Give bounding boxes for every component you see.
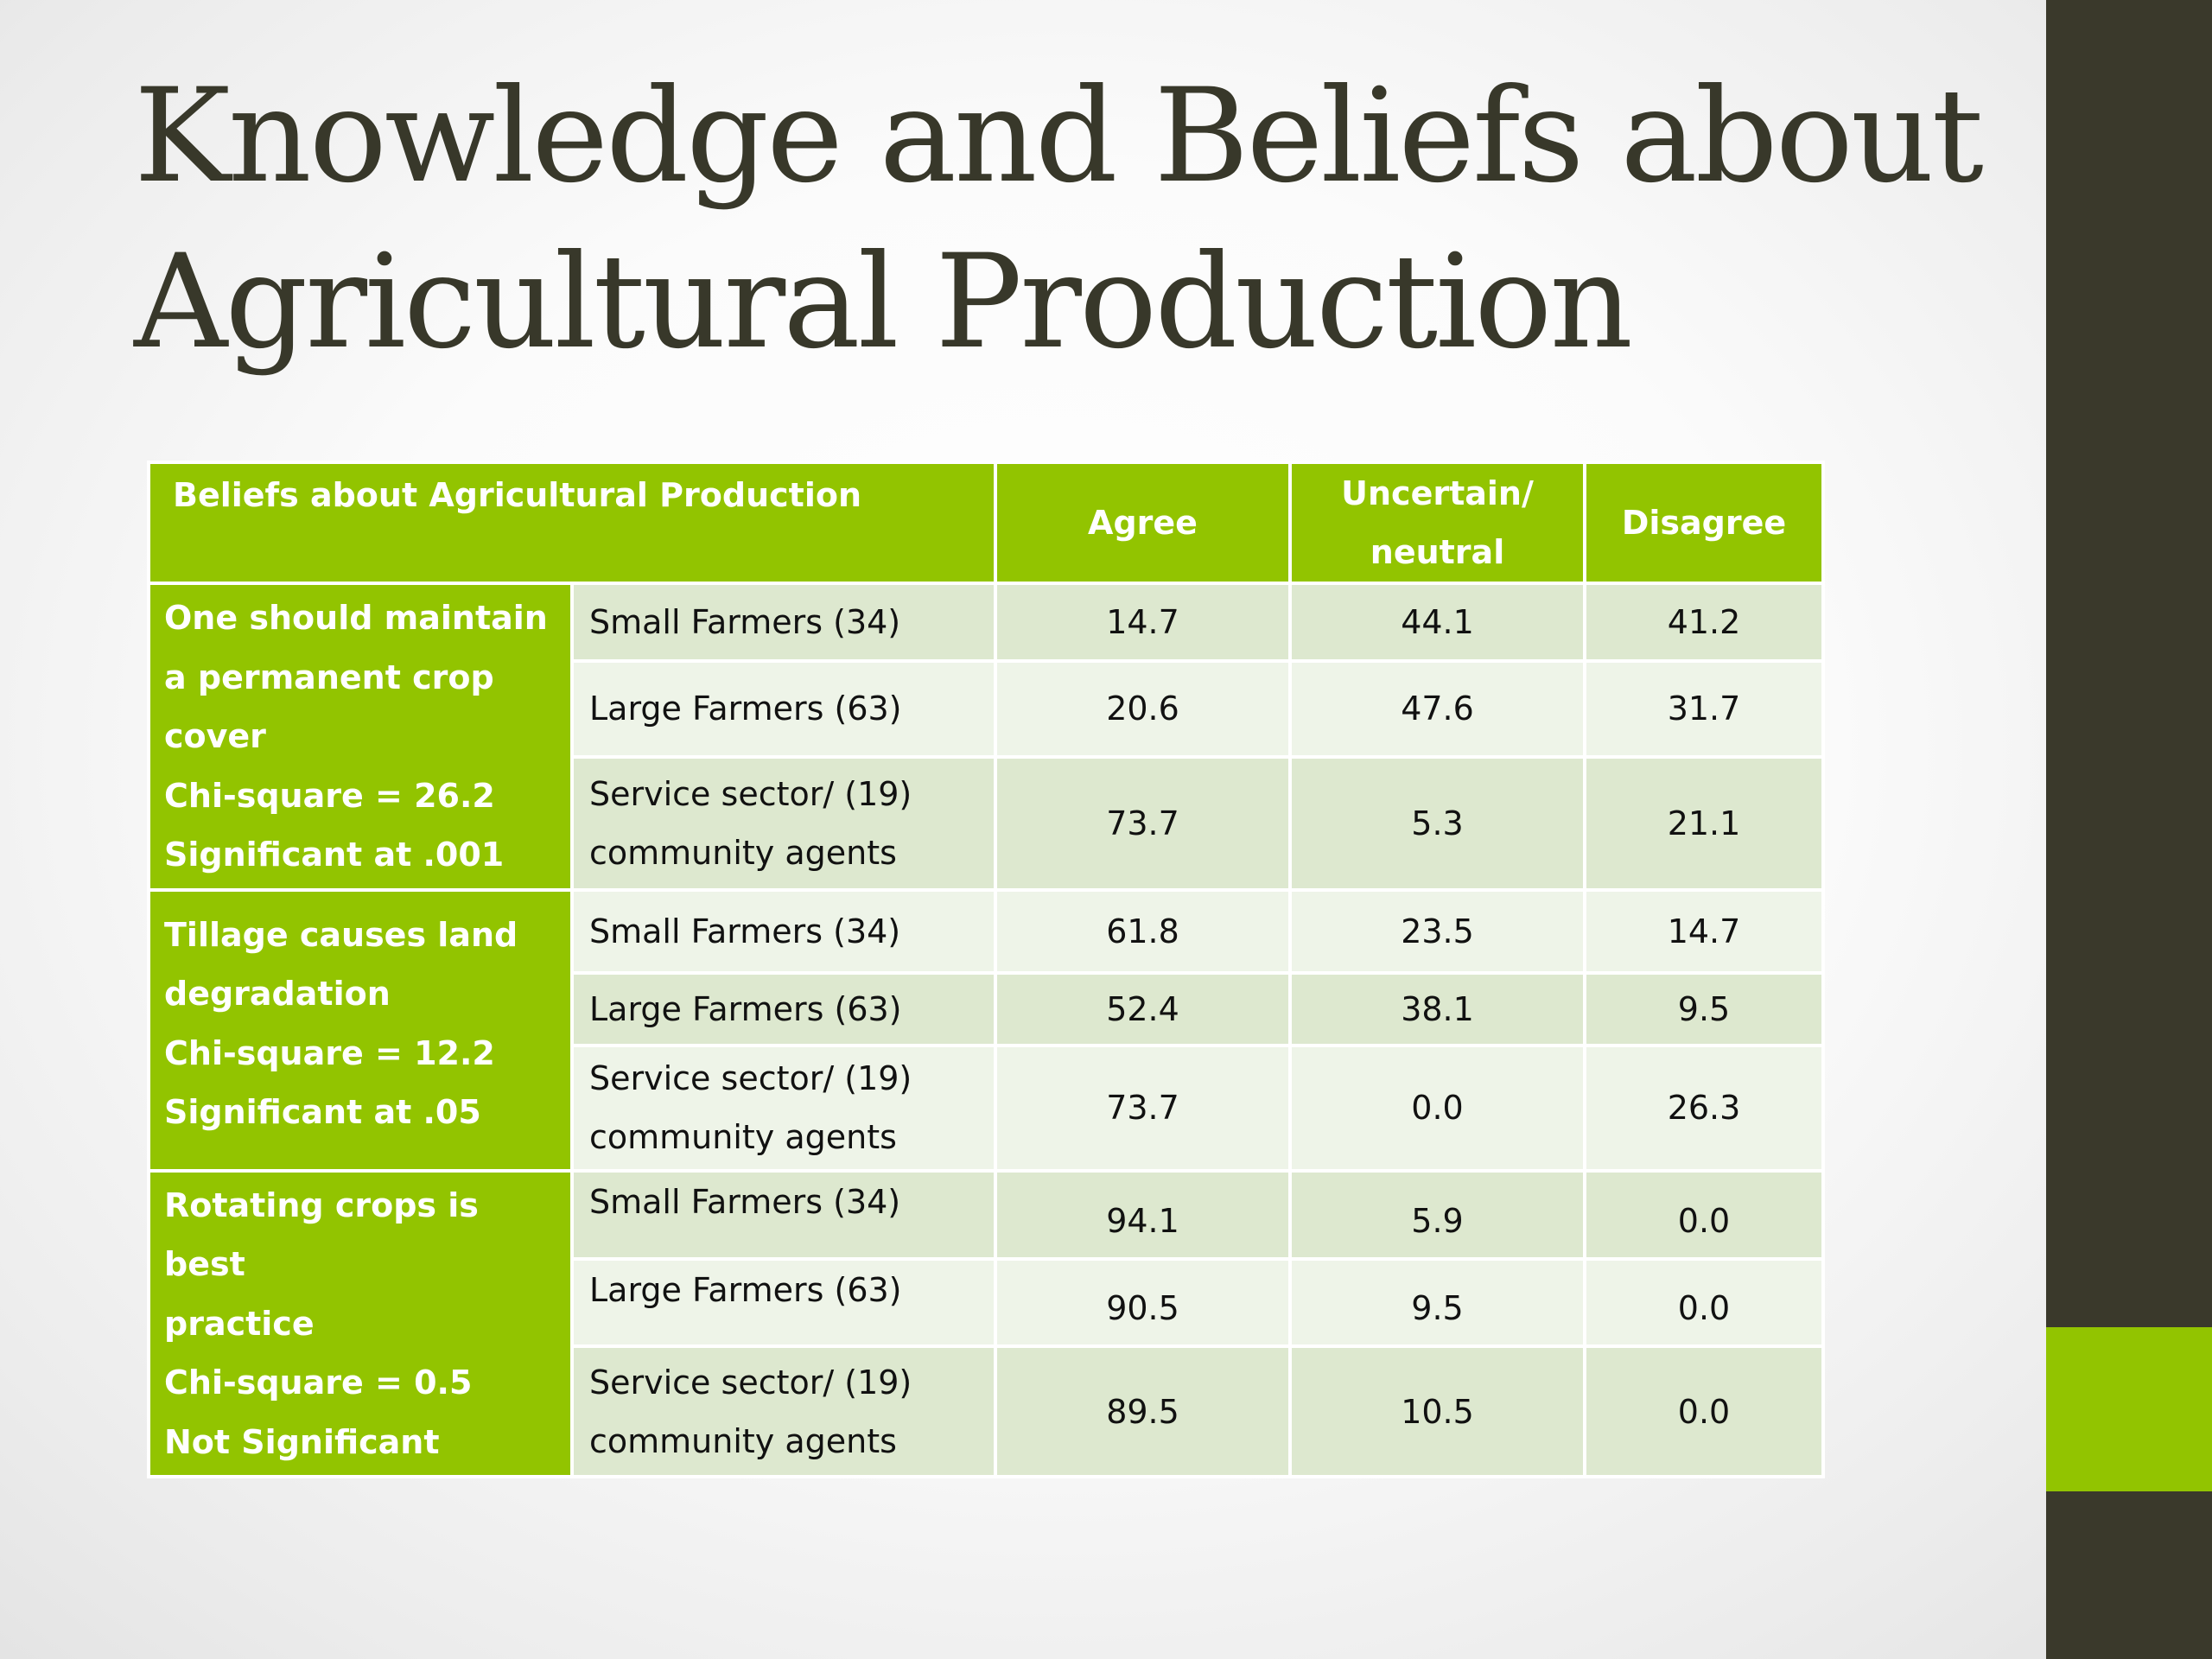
- group-label-tillage: Tillage causes land degradation Chi-squa…: [147, 887, 574, 1173]
- disagree-value: 9.5: [1583, 970, 1825, 1047]
- slide-title-line-1: Knowledge and Beliefs about: [134, 61, 1984, 212]
- disagree-value: 31.7: [1583, 658, 1825, 759]
- agree-value: 61.8: [994, 887, 1292, 975]
- side-accent-block: [2046, 1327, 2212, 1491]
- beliefs-table: Beliefs about Agricultural Production Ag…: [147, 461, 1825, 1478]
- disagree-value: 21.1: [1583, 754, 1825, 892]
- respondent-label: Service sector/ (19) community agents: [570, 1344, 997, 1478]
- table-row: Large Farmers (63) 20.6 47.6 31.7: [149, 658, 1825, 759]
- uncertain-value: 47.6: [1288, 658, 1586, 759]
- respondent-label-line-1: Service sector/ (19): [589, 1363, 912, 1402]
- slide-title-line-2: Agricultural Production: [134, 227, 1633, 378]
- disagree-value: 0.0: [1583, 1344, 1825, 1478]
- respondent-label: Service sector/ (19) community agents: [570, 754, 997, 892]
- group-label-crop-rotation: Rotating crops is best practice Chi-squa…: [147, 1168, 574, 1478]
- group-label-line: cover: [164, 717, 266, 755]
- uncertain-value: 44.1: [1288, 582, 1586, 663]
- agree-value: 20.6: [994, 658, 1292, 759]
- header-disagree: Disagree: [1583, 461, 1825, 585]
- respondent-label: Small Farmers (34): [570, 1168, 997, 1262]
- group-label-line: a permanent crop: [164, 658, 494, 696]
- slide-title: Knowledge and Beliefs about Agricultural…: [134, 54, 1992, 385]
- group-label-line: Chi-square = 0.5: [164, 1363, 473, 1402]
- group-label-line: Tillage causes land: [164, 915, 518, 954]
- group-label-line: Rotating crops is best: [164, 1185, 479, 1284]
- header-uncertain: Uncertain/ neutral: [1288, 461, 1586, 585]
- respondent-label-line-2: community agents: [589, 1118, 897, 1156]
- respondent-label: Service sector/ (19) community agents: [570, 1043, 997, 1173]
- agree-value: 14.7: [994, 582, 1292, 663]
- respondent-label: Small Farmers (34): [570, 887, 997, 975]
- uncertain-value: 23.5: [1288, 887, 1586, 975]
- uncertain-value: 0.0: [1288, 1043, 1586, 1173]
- group-label-line: One should maintain: [164, 599, 548, 637]
- table-row: Large Farmers (63) 52.4 38.1 9.5: [149, 970, 1825, 1047]
- beliefs-table-container: Beliefs about Agricultural Production Ag…: [147, 461, 1825, 1478]
- agree-value: 90.5: [994, 1257, 1292, 1349]
- disagree-value: 41.2: [1583, 582, 1825, 663]
- agree-value: 52.4: [994, 970, 1292, 1047]
- group-label-line: practice: [164, 1304, 315, 1343]
- group-label-line: Not Significant: [164, 1422, 440, 1461]
- agree-value: 73.7: [994, 754, 1292, 892]
- disagree-value: 0.0: [1583, 1257, 1825, 1349]
- respondent-label-line-1: Service sector/ (19): [589, 1059, 912, 1097]
- uncertain-value: 5.3: [1288, 754, 1586, 892]
- agree-value: 73.7: [994, 1043, 1292, 1173]
- table-header-row: Beliefs about Agricultural Production Ag…: [147, 461, 1825, 585]
- group-label-line: Significant at .001: [164, 836, 505, 874]
- table-row: Tillage causes land degradation Chi-squa…: [147, 887, 1825, 1173]
- header-agree: Agree: [994, 461, 1292, 585]
- table-row: Rotating crops is best practice Chi-squa…: [147, 1168, 1825, 1478]
- disagree-value: 0.0: [1583, 1168, 1825, 1262]
- uncertain-value: 38.1: [1288, 970, 1586, 1047]
- table-row: Service sector/ (19) community agents 73…: [149, 754, 1825, 892]
- table-row: Service sector/ (19) community agents 89…: [149, 1344, 1825, 1478]
- respondent-label: Large Farmers (63): [570, 658, 997, 759]
- table-row: One should maintain a permanent crop cov…: [147, 582, 1825, 892]
- group-label-line: degradation: [164, 975, 391, 1013]
- disagree-value: 26.3: [1583, 1043, 1825, 1173]
- respondent-label-line-2: community agents: [589, 833, 897, 872]
- disagree-value: 14.7: [1583, 887, 1825, 975]
- respondent-label-line-1: Service sector/ (19): [589, 774, 912, 813]
- respondent-label: Large Farmers (63): [570, 970, 997, 1047]
- group-label-line: Significant at .05: [164, 1093, 481, 1131]
- respondent-label: Small Farmers (34): [570, 582, 997, 663]
- respondent-label-line-2: community agents: [589, 1421, 897, 1460]
- group-label-crop-cover: One should maintain a permanent crop cov…: [147, 582, 574, 892]
- group-label-line: Chi-square = 12.2: [164, 1033, 495, 1072]
- respondent-label: Large Farmers (63): [570, 1257, 997, 1349]
- group-label-line: Chi-square = 26.2: [164, 776, 495, 815]
- agree-value: 94.1: [994, 1168, 1292, 1262]
- uncertain-value: 5.9: [1288, 1168, 1586, 1262]
- table-row: Service sector/ (19) community agents 73…: [149, 1043, 1825, 1173]
- table-row: Large Farmers (63) 90.5 9.5 0.0: [149, 1257, 1825, 1349]
- header-uncertain-line-2: neutral: [1370, 533, 1505, 571]
- agree-value: 89.5: [994, 1344, 1292, 1478]
- uncertain-value: 9.5: [1288, 1257, 1586, 1349]
- uncertain-value: 10.5: [1288, 1344, 1586, 1478]
- header-uncertain-line-1: Uncertain/: [1341, 474, 1534, 512]
- header-beliefs: Beliefs about Agricultural Production: [147, 461, 997, 585]
